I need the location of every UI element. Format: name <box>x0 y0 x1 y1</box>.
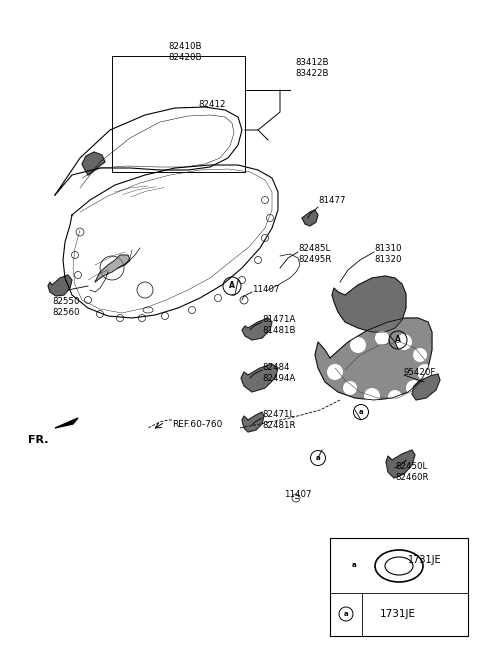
Text: a: a <box>316 455 320 461</box>
Text: FR.: FR. <box>28 435 48 445</box>
Circle shape <box>417 364 433 380</box>
Text: 81477: 81477 <box>318 196 346 205</box>
Text: 82485L
82495R: 82485L 82495R <box>298 244 331 264</box>
Polygon shape <box>315 318 432 400</box>
Text: 82412: 82412 <box>198 100 226 109</box>
Text: 82450L
82460R: 82450L 82460R <box>395 462 429 482</box>
Text: 82484
82494A: 82484 82494A <box>262 363 295 383</box>
Circle shape <box>413 348 427 362</box>
Polygon shape <box>48 275 72 296</box>
Circle shape <box>406 380 422 396</box>
Polygon shape <box>302 210 318 226</box>
Text: a: a <box>359 409 363 415</box>
Text: 1731JE: 1731JE <box>408 555 442 565</box>
Text: 82550
82560: 82550 82560 <box>52 297 80 317</box>
Text: A: A <box>395 336 401 344</box>
Polygon shape <box>332 276 406 332</box>
Text: 81310
81320: 81310 81320 <box>374 244 401 264</box>
Circle shape <box>364 388 380 404</box>
Polygon shape <box>242 318 272 340</box>
Text: 81471A
81481B: 81471A 81481B <box>262 315 296 335</box>
Text: REF.60-760: REF.60-760 <box>172 420 222 429</box>
Polygon shape <box>82 152 105 175</box>
Circle shape <box>343 381 357 395</box>
Polygon shape <box>241 364 278 392</box>
Bar <box>330 538 468 636</box>
Polygon shape <box>242 412 264 432</box>
Circle shape <box>375 331 389 345</box>
Circle shape <box>350 337 366 353</box>
Polygon shape <box>95 255 130 282</box>
Polygon shape <box>412 374 440 400</box>
Text: 82471L
82481R: 82471L 82481R <box>262 410 296 430</box>
Text: 82410B
82420B: 82410B 82420B <box>168 42 202 62</box>
Polygon shape <box>55 418 78 428</box>
Circle shape <box>327 364 343 380</box>
Text: 95420F: 95420F <box>404 368 436 377</box>
Circle shape <box>388 390 402 404</box>
Text: a: a <box>344 611 348 617</box>
Polygon shape <box>386 450 415 478</box>
Text: 11407: 11407 <box>252 285 279 294</box>
Text: 83412B
83422B: 83412B 83422B <box>295 58 328 78</box>
Circle shape <box>396 334 412 350</box>
Text: 1731JE: 1731JE <box>380 609 416 619</box>
Text: A: A <box>229 281 235 290</box>
Text: 11407: 11407 <box>284 490 312 499</box>
Text: a: a <box>352 562 356 568</box>
